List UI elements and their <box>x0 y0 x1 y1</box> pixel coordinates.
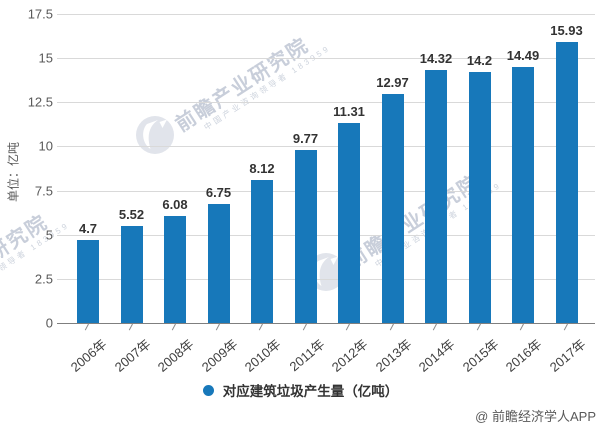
watermark-brand-text: 前瞻产业研究院 <box>172 34 314 137</box>
x-tick-label: 2006年 <box>67 336 110 375</box>
gridline <box>57 190 595 192</box>
gridline <box>57 14 595 15</box>
x-tick-label: 2017年 <box>546 336 589 375</box>
bar <box>512 67 534 323</box>
bar-value-label: 14.2 <box>466 53 493 69</box>
gridline <box>57 146 595 148</box>
watermark-brand-text: 前瞻产业研究院 <box>0 211 53 314</box>
x-axis-tick <box>258 323 263 331</box>
bar <box>381 93 404 323</box>
x-tick-label: 2010年 <box>241 336 284 375</box>
bar-value-label: 11.31 <box>333 104 365 120</box>
y-tick-label: 7.5 <box>34 183 53 199</box>
x-axis-tick <box>432 323 437 331</box>
y-tick-label: 15 <box>38 50 53 66</box>
bar <box>294 150 317 323</box>
source-credit: @ 前瞻经济学人APP <box>475 409 596 424</box>
x-tick-label: 2007年 <box>111 336 154 375</box>
bar-value-label: 12.97 <box>376 74 409 90</box>
bar <box>207 203 230 323</box>
x-axis-tick <box>171 323 176 331</box>
x-axis-tick <box>128 323 133 331</box>
y-axis-title: 单位：亿吨 <box>6 141 21 203</box>
bar-value-label: 14.49 <box>506 48 540 64</box>
bar <box>468 72 491 323</box>
bar <box>77 240 99 323</box>
bar <box>425 70 447 323</box>
bar-value-label: 8.12 <box>249 160 275 176</box>
y-tick-label: 2.5 <box>34 271 53 287</box>
x-tick-label: 2014年 <box>415 336 458 375</box>
x-axis-tick <box>345 323 350 331</box>
bar-value-label: 6.75 <box>205 184 232 200</box>
gridline <box>57 278 595 280</box>
y-tick-label: 12.5 <box>27 94 53 110</box>
gridline <box>57 102 595 104</box>
gridline <box>57 234 595 236</box>
qianzhan-logo-icon <box>136 116 174 154</box>
x-axis-tick <box>476 323 481 331</box>
x-tick-label: 2013年 <box>372 336 415 375</box>
bar-value-label: 5.52 <box>118 206 145 222</box>
y-tick-label: 10 <box>38 138 53 154</box>
x-tick-label: 2008年 <box>154 336 197 375</box>
bar <box>338 123 360 323</box>
x-tick-label: 2012年 <box>328 336 371 375</box>
x-axis-tick <box>302 323 307 331</box>
y-tick-label: 17.5 <box>27 6 53 22</box>
bar <box>251 179 273 323</box>
x-axis-tick <box>519 323 524 331</box>
y-tick-label: 5 <box>45 227 53 243</box>
bar <box>164 215 186 323</box>
legend-marker-icon <box>202 384 214 396</box>
x-axis-line <box>57 323 595 324</box>
bar <box>555 41 578 323</box>
bar-value-label: 15.93 <box>550 22 583 38</box>
x-axis-tick <box>84 323 89 331</box>
bar <box>120 225 143 323</box>
x-tick-label: 2016年 <box>502 336 545 375</box>
y-tick-label: 0 <box>45 315 53 331</box>
bar-value-label: 6.08 <box>162 196 188 212</box>
x-tick-label: 2011年 <box>286 336 328 375</box>
x-tick-label: 2009年 <box>198 336 241 375</box>
x-tick-label: 2015年 <box>459 336 502 375</box>
legend: 对应建筑垃圾产生量（亿吨） <box>0 380 601 400</box>
bar-value-label: 14.32 <box>419 51 453 67</box>
x-axis-tick <box>389 323 394 331</box>
x-axis-tick <box>563 323 568 331</box>
gridline <box>57 58 595 60</box>
bar-value-label: 9.77 <box>292 131 319 147</box>
bar-value-label: 4.7 <box>78 221 98 236</box>
legend-label: 对应建筑垃圾产生量（亿吨） <box>222 384 399 399</box>
x-axis-tick <box>215 323 220 331</box>
